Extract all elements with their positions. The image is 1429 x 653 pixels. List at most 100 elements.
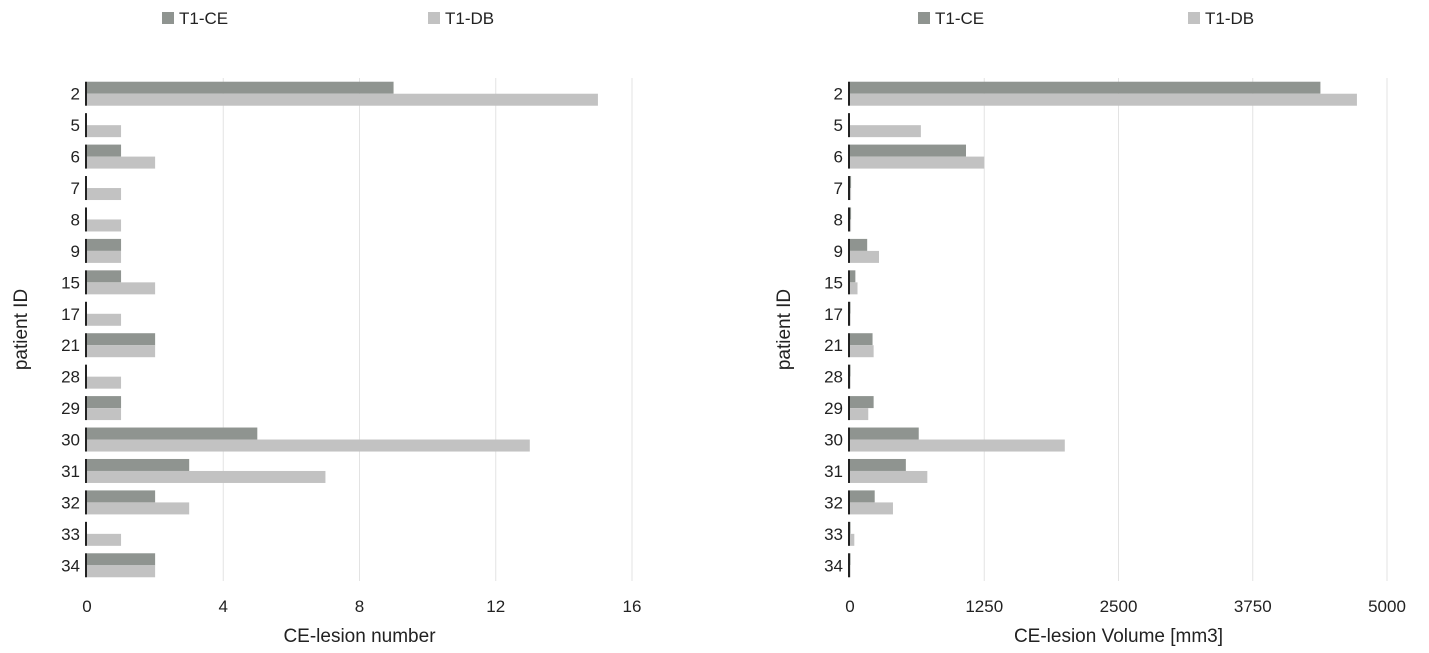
x-tick-label: 8	[355, 597, 364, 616]
bar-t1-db-patient-21	[87, 345, 156, 358]
y-tick-label: 7	[834, 179, 843, 198]
bar-t1-ce-patient-31	[87, 458, 190, 471]
y-tick-label: 32	[824, 493, 843, 512]
y-tick-label: 5	[71, 116, 80, 135]
y-tick-label: 28	[61, 368, 80, 387]
bar-t1-db-patient-32	[850, 502, 893, 515]
bar-t1-db-patient-29	[850, 408, 869, 421]
bar-t1-ce-patient-32	[850, 490, 875, 503]
y-tick-label: 5	[834, 116, 843, 135]
y-tick-label: 7	[71, 179, 80, 198]
x-tick-label: 0	[845, 597, 854, 616]
y-tick-label: 33	[61, 525, 80, 544]
lesion-number-chart: 2 5 6 7 8 9 15 17 21 28 29 30 31 32 33 34 0 4 8 12 16 CE-lesi…	[11, 9, 641, 647]
x-tick-label: 4	[219, 597, 228, 616]
bar-t1-db-patient-7	[87, 188, 122, 201]
bar-t1-db-patient-17	[87, 313, 122, 326]
legend-swatch-t1-ce	[162, 12, 174, 24]
legend-label-t1-db: T1-DB	[1205, 9, 1254, 28]
legend-label-t1-db: T1-DB	[445, 9, 494, 28]
bar-t1-db-patient-28	[850, 376, 851, 389]
x-tick-label: 12	[486, 597, 505, 616]
y-tick-label: 33	[824, 525, 843, 544]
bar-t1-db-patient-2	[850, 93, 1357, 106]
bar-t1-ce-patient-9	[87, 238, 122, 251]
y-tick-label: 9	[834, 242, 843, 261]
y-tick-label: 28	[824, 368, 843, 387]
bar-t1-ce-patient-8	[850, 207, 852, 220]
bar-t1-db-patient-6	[87, 156, 156, 169]
y-tick-label: 21	[824, 336, 843, 355]
y-tick-label: 2	[71, 85, 80, 104]
bar-t1-ce-patient-2	[87, 81, 394, 94]
bar-t1-db-patient-8	[87, 219, 122, 232]
y-tick-label: 2	[834, 85, 843, 104]
bar-t1-db-patient-21	[850, 345, 874, 358]
bar-t1-db-patient-32	[87, 502, 190, 515]
bar-t1-ce-patient-28	[850, 364, 851, 377]
bar-t1-db-patient-15	[87, 282, 156, 295]
bar-t1-ce-patient-30	[87, 427, 258, 440]
bar-t1-ce-patient-31	[850, 458, 906, 471]
bar-t1-db-patient-30	[87, 439, 530, 452]
x-tick-label: 2500	[1100, 597, 1138, 616]
bar-t1-ce-patient-7	[850, 176, 852, 189]
bar-t1-db-patient-9	[87, 250, 122, 263]
bar-t1-db-patient-30	[850, 439, 1065, 452]
y-tick-label: 32	[61, 493, 80, 512]
bar-t1-db-patient-15	[850, 282, 858, 295]
bar-t1-db-patient-33	[87, 533, 122, 546]
y-tick-label: 6	[834, 148, 843, 167]
bar-t1-db-patient-5	[87, 125, 122, 138]
bar-t1-db-patient-33	[850, 533, 855, 546]
y-tick-label: 9	[71, 242, 80, 261]
legend-swatch-t1-ce	[918, 12, 930, 24]
y-tick-label: 29	[61, 399, 80, 418]
bar-t1-db-patient-34	[87, 565, 156, 578]
legend-label-t1-ce: T1-CE	[179, 9, 228, 28]
bar-t1-ce-patient-29	[87, 396, 122, 409]
y-axis-title: patient ID	[11, 289, 32, 370]
y-tick-label: 21	[61, 336, 80, 355]
bar-t1-ce-patient-2	[850, 81, 1321, 94]
x-axis-title: CE-lesion number	[283, 626, 436, 647]
legend-swatch-t1-db	[1188, 12, 1200, 24]
x-tick-label: 5000	[1368, 597, 1406, 616]
bar-t1-ce-patient-21	[850, 333, 873, 346]
x-axis-title: CE-lesion Volume [mm3]	[1014, 626, 1223, 647]
y-tick-label: 6	[71, 148, 80, 167]
legend-label-t1-ce: T1-CE	[935, 9, 984, 28]
y-tick-label: 17	[824, 305, 843, 324]
x-tick-label: 3750	[1234, 597, 1272, 616]
y-tick-label: 8	[71, 210, 80, 229]
x-tick-label: 0	[82, 597, 91, 616]
bar-t1-ce-patient-6	[850, 144, 966, 157]
bar-t1-ce-patient-33	[850, 521, 851, 534]
y-tick-label: 31	[61, 462, 80, 481]
bar-t1-ce-patient-32	[87, 490, 156, 503]
bar-t1-ce-patient-17	[850, 301, 851, 314]
y-tick-label: 30	[61, 431, 80, 450]
bar-t1-ce-patient-21	[87, 333, 156, 346]
y-tick-label: 15	[61, 273, 80, 292]
bar-t1-ce-patient-34	[850, 553, 851, 566]
lesion-volume-chart: 2 5 6 7 8 9 15 17 21 28 29 30 31 32 33 34 0 1250 2500 3750 5…	[774, 9, 1406, 647]
x-tick-label: 1250	[965, 597, 1003, 616]
y-tick-label: 29	[824, 399, 843, 418]
bar-t1-db-patient-2	[87, 93, 598, 106]
bar-t1-db-patient-31	[87, 470, 326, 483]
bar-t1-db-patient-28	[87, 376, 122, 389]
bar-t1-db-patient-9	[850, 250, 879, 263]
y-tick-label: 17	[61, 305, 80, 324]
y-tick-label: 31	[824, 462, 843, 481]
y-tick-label: 30	[824, 431, 843, 450]
bar-t1-db-patient-17	[850, 313, 851, 326]
bar-t1-db-patient-6	[850, 156, 985, 169]
bar-t1-db-patient-7	[850, 188, 852, 201]
bar-t1-ce-patient-9	[850, 238, 868, 251]
bar-t1-db-patient-34	[850, 565, 851, 578]
bar-t1-ce-patient-15	[87, 270, 122, 283]
bar-t1-ce-patient-30	[850, 427, 919, 440]
bar-t1-ce-patient-34	[87, 553, 156, 566]
